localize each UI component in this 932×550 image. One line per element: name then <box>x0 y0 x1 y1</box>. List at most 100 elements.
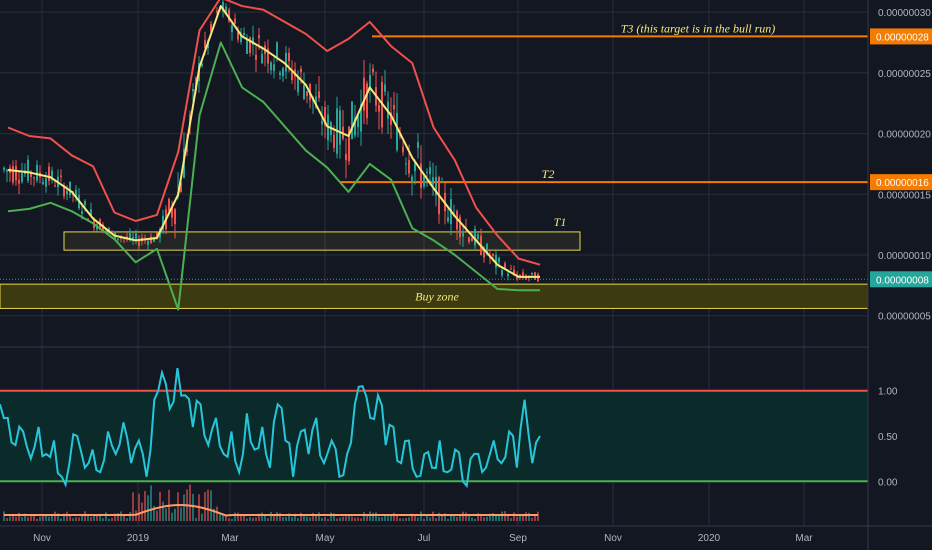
volume-bar <box>405 517 407 521</box>
candle-body <box>12 166 14 183</box>
candle-body <box>33 177 35 179</box>
volume-bar <box>96 514 98 521</box>
candle-body <box>363 77 365 111</box>
upper-band-line <box>7 0 541 266</box>
candle-body <box>279 72 281 75</box>
volume-bar <box>123 515 125 521</box>
candle-body <box>36 164 38 181</box>
volume-bar <box>219 514 221 521</box>
candle-body <box>174 209 176 224</box>
volume-bar <box>471 517 473 521</box>
candle-body <box>411 176 413 182</box>
candle-body <box>66 190 68 195</box>
candle-body <box>135 233 137 240</box>
volume-bar <box>153 505 155 521</box>
volume-bar <box>315 514 317 521</box>
candle-body <box>255 54 257 60</box>
volume-bar <box>384 515 386 521</box>
candle-body <box>282 68 284 77</box>
volume-bar <box>357 517 359 521</box>
candle-body <box>249 37 251 53</box>
volume-bar <box>144 491 146 521</box>
volume-bar <box>3 511 5 521</box>
volume-bar <box>225 515 227 521</box>
time-tick-label: Nov <box>604 533 622 544</box>
price-tick-label: 0.00000015 <box>878 190 931 201</box>
candle-body <box>315 96 317 108</box>
volume-bar <box>78 517 80 521</box>
volume-bar <box>261 512 263 521</box>
candle-body <box>243 32 245 36</box>
volume-bar <box>399 518 401 521</box>
candle-body <box>432 177 434 185</box>
candle-body <box>153 237 155 243</box>
candle-body <box>246 39 248 54</box>
volume-bar <box>297 518 299 521</box>
candle-body <box>522 272 524 278</box>
lower-band-line <box>7 41 540 311</box>
candle-body <box>204 40 206 49</box>
volume-bar <box>270 511 272 521</box>
volume-bar <box>69 514 71 521</box>
volume-bar <box>171 512 173 521</box>
candle-body <box>369 74 371 88</box>
volume-bar <box>363 512 365 521</box>
candle-body <box>228 9 230 21</box>
candle-body <box>234 18 236 24</box>
candle-body <box>240 34 242 43</box>
volume-bar <box>495 514 497 521</box>
candle-body <box>171 207 173 218</box>
volume-bar <box>243 514 245 521</box>
time-tick-label: May <box>316 533 335 544</box>
candle-body <box>300 68 302 73</box>
volume-bar <box>291 517 293 521</box>
volume-bar <box>222 514 224 521</box>
candle-body <box>318 91 320 99</box>
candle-body <box>138 240 140 247</box>
volume-bar <box>303 515 305 521</box>
time-axis[interactable]: Nov 2019 Mar May Jul Sep Nov 2020 Mar <box>33 533 813 544</box>
price-axis[interactable]: 0.00000030 0.00000025 0.00000020 0.00000015… <box>878 8 931 323</box>
volume-bar <box>201 513 203 521</box>
volume-bar <box>48 516 50 521</box>
volume-bar <box>132 492 134 521</box>
volume-bar <box>156 510 158 521</box>
candle-body <box>360 104 362 132</box>
volume-bar <box>102 518 104 521</box>
candle-body <box>147 240 149 245</box>
volume-bar <box>180 507 182 521</box>
price-tick-label: 0.00000025 <box>878 69 931 80</box>
volume-bar <box>111 517 113 521</box>
candle-body <box>414 161 416 172</box>
price-tick-label: 0.00000020 <box>878 130 931 141</box>
volume-bar <box>36 518 38 521</box>
candle-body <box>531 272 533 275</box>
volume-bar <box>477 513 479 521</box>
candle-body <box>303 84 305 100</box>
volume-bar <box>60 518 62 521</box>
candle-body <box>441 181 443 183</box>
candle-body <box>45 178 47 187</box>
volume-bar <box>447 518 449 521</box>
candle-body <box>84 201 86 206</box>
candle-body <box>393 105 395 110</box>
candle-body <box>297 77 299 93</box>
volume-bar <box>366 514 368 521</box>
candle-body <box>54 185 56 187</box>
volume-bar <box>414 514 416 521</box>
volume-bar <box>24 513 26 521</box>
candle-body <box>348 126 350 162</box>
volume-bar <box>480 513 482 521</box>
volume-bar <box>249 517 251 521</box>
volume-bar <box>114 513 116 521</box>
volume-bar <box>30 516 32 521</box>
volume-bar <box>351 516 353 521</box>
volume-bar <box>57 513 59 521</box>
volume-bar <box>210 490 212 521</box>
candle-body <box>18 180 20 184</box>
candle-body <box>447 217 449 222</box>
oscillator-axis[interactable]: 1.00 0.50 0.00 <box>878 387 898 489</box>
candle-body <box>111 231 113 233</box>
volume-bar <box>516 516 518 521</box>
